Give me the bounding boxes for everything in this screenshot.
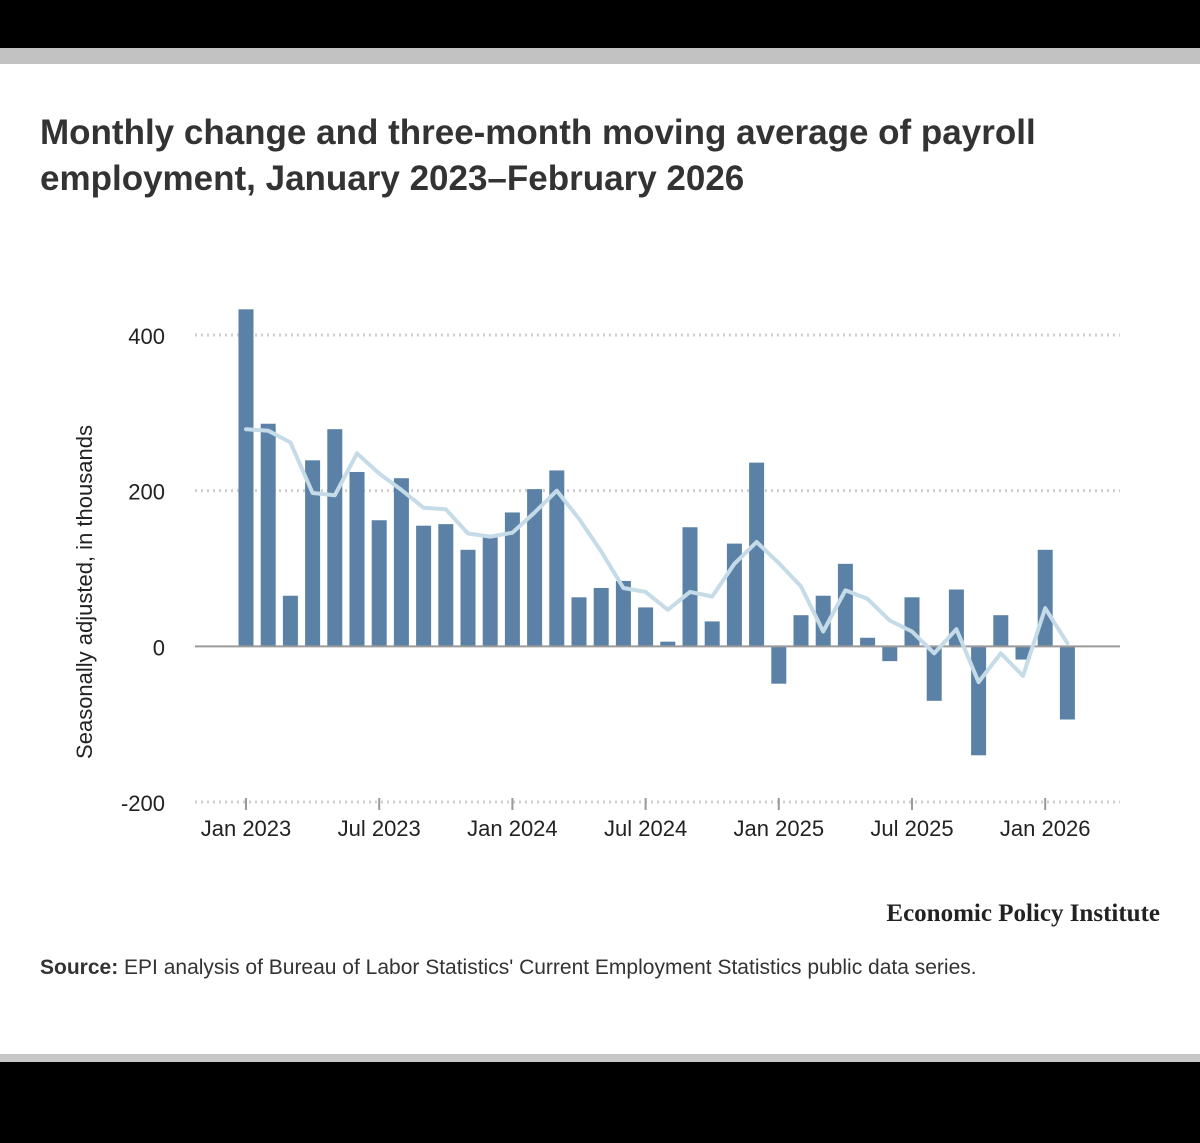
bar-oct-2023 — [438, 524, 454, 647]
bar-feb-2023 — [260, 423, 276, 647]
y-tick-label-200: 200 — [128, 480, 165, 505]
y-tick-label--200: -200 — [121, 791, 165, 816]
bar-jan-2023 — [238, 309, 254, 647]
x-tick-label-jan-2026: Jan 2026 — [1000, 816, 1091, 841]
bar-feb-2026 — [1059, 646, 1075, 720]
y-axis-label: Seasonally adjusted, in thousands — [72, 425, 97, 759]
gridlines — [195, 333, 1120, 804]
chart-title: Monthly change and three-month moving av… — [40, 113, 1036, 198]
source-text: EPI analysis of Bureau of Labor Statisti… — [118, 956, 977, 979]
bar-aug-2024 — [660, 641, 676, 647]
bar-mar-2025 — [815, 595, 831, 647]
bar-oct-2025 — [971, 646, 987, 756]
publisher-logo: Economic Policy Institute — [886, 900, 1160, 927]
bar-jan-2026 — [1037, 549, 1053, 647]
bar-sep-2024 — [682, 527, 698, 647]
bar-apr-2025 — [837, 563, 853, 647]
x-tick-label-jan-2024: Jan 2024 — [467, 816, 558, 841]
top-gray-bar — [0, 48, 1200, 64]
bar-jun-2023 — [349, 471, 365, 647]
source-label: Source: — [40, 956, 119, 979]
bar-aug-2025 — [926, 646, 942, 701]
bar-aug-2023 — [393, 478, 409, 647]
bar-may-2024 — [593, 587, 609, 647]
bar-feb-2025 — [793, 615, 809, 647]
bar-jun-2025 — [882, 646, 898, 662]
payroll-chart: 400 200 0 -200 Jan 2023 Jul 2023 Jan 2024 Jul … — [72, 309, 1120, 841]
x-tick-label-jan-2025: Jan 2025 — [734, 816, 825, 841]
bar-feb-2024 — [527, 489, 543, 647]
bar-apr-2023 — [305, 460, 321, 647]
bar-jan-2025 — [771, 646, 787, 684]
y-tick-label-0: 0 — [153, 635, 165, 660]
bar-may-2025 — [860, 637, 876, 647]
moving-average-line-group — [244, 427, 1070, 685]
bar-mar-2024 — [549, 470, 565, 647]
bar-mar-2023 — [282, 595, 298, 647]
chart-card: Monthly change and three-month moving av… — [0, 64, 1200, 1054]
bar-dec-2023 — [482, 535, 498, 647]
x-ticks: Jan 2023 Jul 2023 Jan 2024 Jul 2024 Jan 2025… — [201, 798, 1091, 841]
x-tick-label-jan-2023: Jan 2023 — [201, 816, 292, 841]
bottom-black-bar — [0, 1062, 1200, 1143]
bar-nov-2025 — [993, 615, 1009, 647]
bar-jul-2024 — [638, 607, 654, 647]
bar-jan-2024 — [504, 512, 520, 647]
bar-dec-2024 — [749, 462, 765, 647]
bar-sep-2023 — [416, 525, 432, 647]
bar-may-2023 — [327, 429, 343, 647]
y-tick-label-400: 400 — [128, 324, 165, 349]
bar-nov-2023 — [460, 549, 476, 647]
x-tick-label-jul-2024: Jul 2024 — [604, 816, 687, 841]
bar-jun-2024 — [615, 580, 631, 647]
bottom-gray-bar — [0, 1054, 1200, 1062]
bars — [238, 309, 1075, 756]
x-tick-label-jul-2023: Jul 2023 — [338, 816, 421, 841]
x-tick-label-jul-2025: Jul 2025 — [870, 816, 953, 841]
bar-jul-2023 — [371, 520, 387, 647]
bar-oct-2024 — [704, 621, 720, 647]
top-black-bar — [0, 0, 1200, 48]
source-note: Source: EPI analysis of Bureau of Labor … — [40, 956, 1170, 980]
bar-apr-2024 — [571, 597, 587, 647]
moving-average-line — [244, 427, 1070, 685]
bar-dec-2025 — [1015, 646, 1031, 660]
y-tick-labels: 400 200 0 -200 — [121, 324, 165, 816]
